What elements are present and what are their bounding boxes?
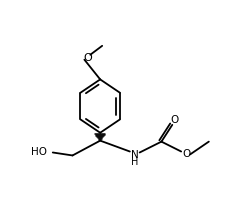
Text: O: O [169, 115, 178, 125]
Text: O: O [83, 53, 91, 63]
Text: O: O [181, 149, 189, 159]
Text: N: N [130, 151, 138, 160]
Text: H: H [131, 157, 138, 167]
Text: HO: HO [31, 147, 47, 157]
